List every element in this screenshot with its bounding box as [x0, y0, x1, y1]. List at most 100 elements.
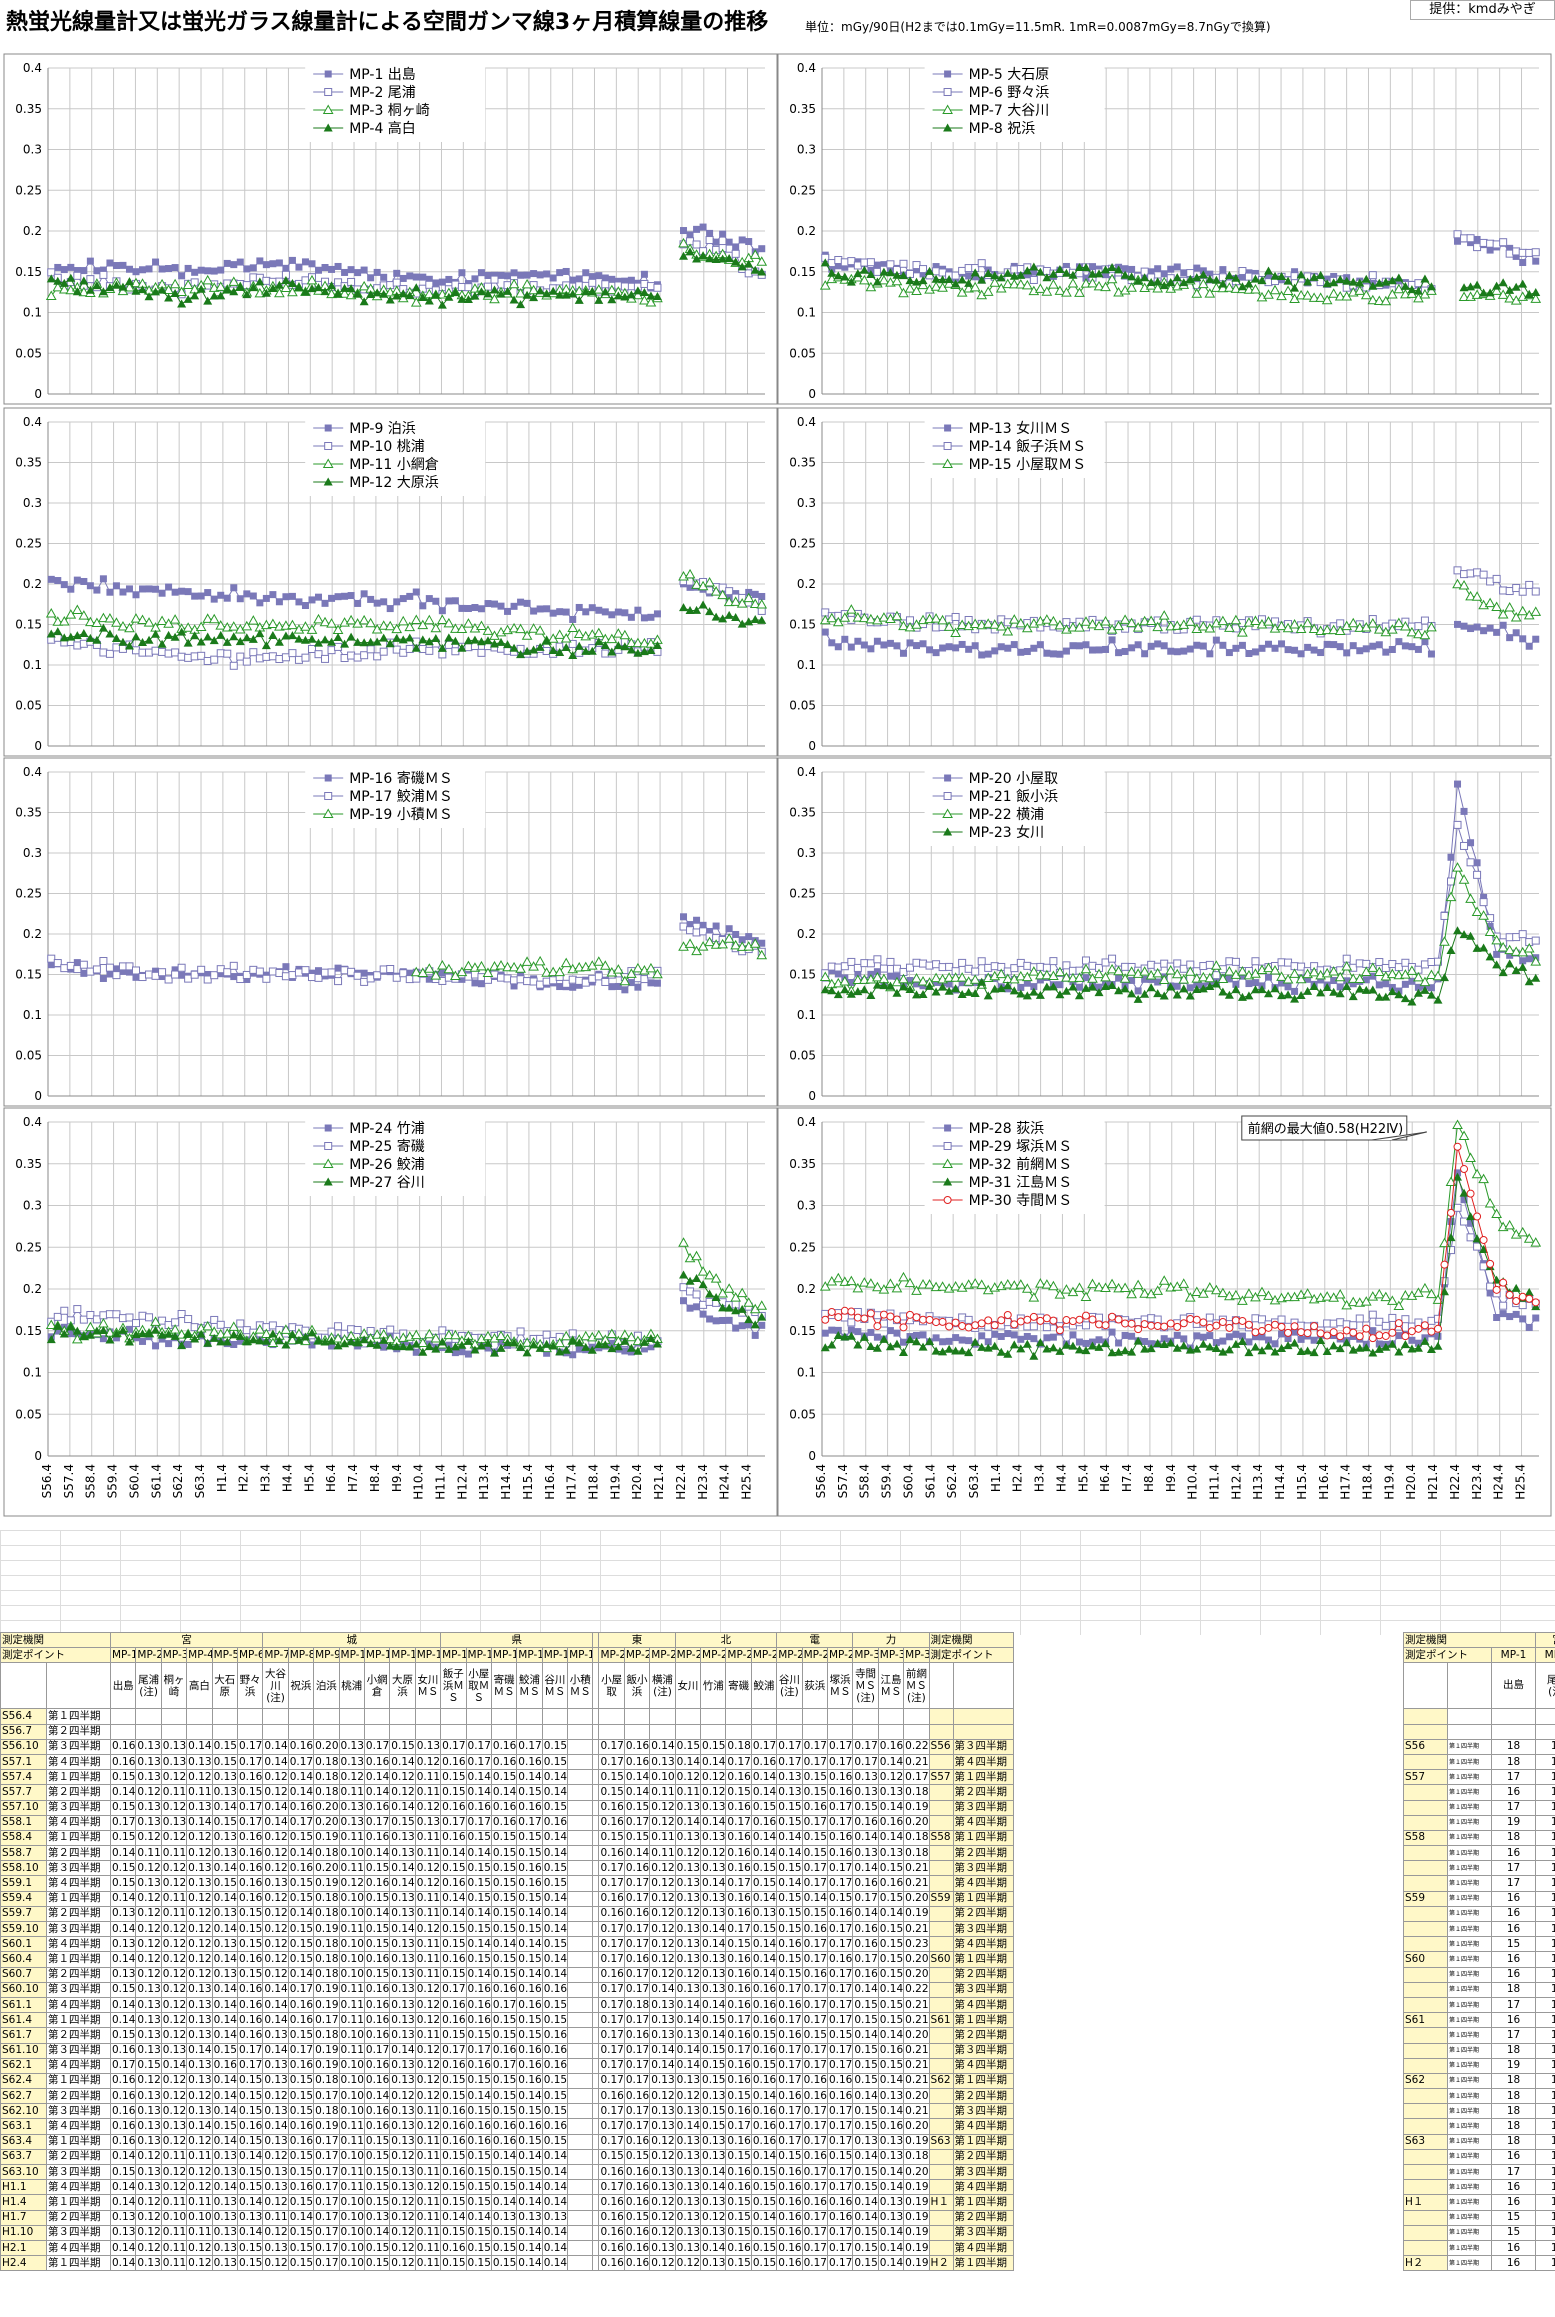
- value-cell: 0.16: [211, 2057, 238, 2074]
- data-point: [1531, 973, 1541, 982]
- value-cell: 0.15: [826, 1890, 854, 1907]
- data-point: [287, 631, 297, 640]
- row-era: [928, 2027, 954, 2044]
- value-cell: 0.16: [623, 1951, 651, 1968]
- data-point: [1139, 966, 1151, 976]
- data-point: [725, 1316, 733, 1324]
- data-point: [723, 596, 735, 607]
- data-point: [1471, 591, 1483, 601]
- value-cell: 0.14: [211, 1981, 238, 1998]
- data-point: [1022, 1339, 1032, 1348]
- data-point: [321, 264, 329, 272]
- value-cell: 0.13: [211, 1829, 238, 1847]
- data-point: [732, 243, 740, 251]
- data-point: [756, 949, 768, 960]
- data-point: [913, 1331, 921, 1339]
- value-cell: 0.16: [750, 1753, 778, 1771]
- y-tick-label: 0.4: [797, 765, 816, 779]
- data-point: [99, 1335, 107, 1343]
- data-point: [691, 1250, 702, 1261]
- data-point: [1400, 994, 1410, 1003]
- data-point: [216, 1337, 226, 1346]
- data-point: [569, 1351, 577, 1359]
- data-point: [458, 604, 466, 612]
- value-cell: 0.15: [440, 1966, 467, 1983]
- data-point: [1016, 989, 1026, 998]
- row-era: [928, 1799, 954, 1816]
- data-point: [1497, 289, 1509, 299]
- data-point: [1225, 975, 1233, 983]
- data-point: [1478, 910, 1489, 920]
- data-point: [1531, 936, 1540, 945]
- data-point: [951, 1318, 960, 1327]
- data-point: [470, 635, 480, 644]
- row-era: [928, 1708, 954, 1725]
- data-point: [1466, 858, 1475, 867]
- data-point: [1465, 1152, 1476, 1162]
- value-cell: 0.16: [236, 1875, 264, 1892]
- header-place: 前網ＭＳ (注): [903, 1662, 930, 1710]
- data-point: [1427, 650, 1435, 658]
- row-era-quarter: 第２四半期: [952, 2088, 1014, 2105]
- data-point: [751, 590, 759, 598]
- data-point: [1479, 898, 1488, 907]
- value-cell: 0.16: [363, 1951, 391, 1968]
- data-point: [262, 974, 271, 983]
- data-point: [203, 656, 212, 665]
- data-point: [1048, 615, 1059, 626]
- data-point: [1068, 1317, 1077, 1326]
- legend-marker: [322, 458, 334, 468]
- y-tick-label: 0: [808, 387, 816, 401]
- data-point: [456, 623, 468, 634]
- value-cell: 0.14: [776, 1875, 803, 1892]
- data-point: [288, 649, 297, 658]
- data-point: [158, 265, 166, 273]
- data-point: [1146, 983, 1156, 992]
- data-point: [1517, 1226, 1529, 1237]
- value-cell: 0.17: [440, 1981, 467, 1998]
- data-point: [78, 610, 90, 620]
- data-point: [646, 282, 655, 291]
- data-point: [321, 654, 330, 663]
- value-cell: 0.15: [363, 1966, 391, 1983]
- data-point: [912, 1313, 921, 1322]
- data-point: [1069, 1331, 1077, 1339]
- value-cell: 0.17: [826, 1799, 854, 1816]
- data-point: [892, 270, 902, 279]
- value-cell: 0.14: [490, 1784, 518, 1801]
- data-point: [1087, 618, 1098, 629]
- data-point: [1531, 248, 1540, 257]
- data-point: [1382, 648, 1390, 656]
- data-point: [542, 636, 552, 645]
- header-mp: MP-19: [567, 1647, 594, 1664]
- value-cell: [567, 1845, 594, 1862]
- data-point: [419, 273, 427, 281]
- data-point: [294, 282, 304, 291]
- data-point: [353, 637, 363, 646]
- data-point: [745, 1321, 753, 1329]
- value-cell: 0.13: [674, 2072, 702, 2090]
- data-point: [1349, 1328, 1358, 1337]
- data-point: [1486, 1289, 1494, 1297]
- data-point: [1211, 275, 1221, 284]
- data-point: [931, 274, 941, 283]
- value-cell: 0.12: [389, 1784, 416, 1801]
- data-point: [1054, 285, 1066, 295]
- data-point: [964, 1323, 973, 1332]
- value-cell: 0.14: [262, 1753, 289, 1771]
- data-point: [372, 288, 382, 297]
- data-point: [1075, 642, 1083, 650]
- data-point: [751, 1331, 759, 1339]
- x-tick-label: S60.4: [127, 1464, 141, 1498]
- data-point: [139, 585, 147, 593]
- data-point: [1217, 615, 1229, 626]
- data-point: [1080, 1291, 1092, 1301]
- data-point: [1375, 641, 1383, 649]
- data-point: [693, 916, 701, 924]
- value-cell: 0.11: [338, 1829, 365, 1847]
- value-cell: 0.16: [465, 1799, 492, 1816]
- value-cell: 0.12: [389, 2088, 416, 2105]
- data-point: [1158, 1275, 1170, 1285]
- value-cell: 0.16: [750, 1996, 778, 2014]
- data-point: [1158, 610, 1170, 620]
